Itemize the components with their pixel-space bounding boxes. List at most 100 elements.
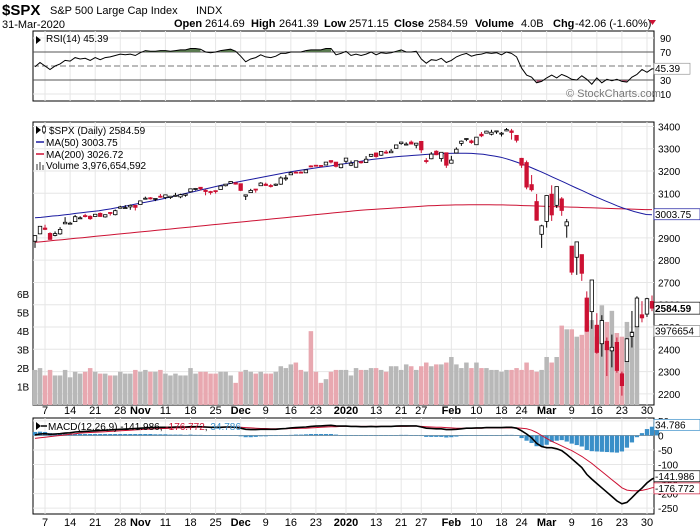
volume-bar (554, 357, 559, 405)
macd-tick-label: -50 (658, 446, 673, 457)
macd-hist-bar (72, 433, 78, 436)
candle (409, 140, 414, 145)
candle (404, 142, 409, 146)
macd-hist-bar (238, 435, 243, 437)
volume-bar (163, 373, 168, 405)
candle (72, 214, 78, 223)
candle (439, 151, 444, 162)
candle (218, 185, 223, 190)
candle (258, 182, 263, 187)
macd-legend-hist: 34.786 (210, 422, 241, 433)
volume-bar (584, 325, 590, 405)
volume-bar (504, 369, 509, 405)
candle (303, 169, 309, 174)
volume-bar (102, 373, 108, 405)
legend-ma200: MA(200) 3026.72 (46, 150, 124, 161)
volume-bar (363, 369, 369, 405)
candle (544, 195, 549, 228)
candle (228, 181, 233, 184)
candle (203, 189, 208, 196)
volume-bar (429, 366, 434, 405)
chart-date: 31-Mar-2020 (2, 19, 65, 31)
candle (584, 291, 589, 332)
volume-bar (624, 321, 630, 405)
legend-title: $SPX (Daily) 2584.59 (49, 126, 146, 137)
macd-hist-bar (143, 434, 148, 436)
macd-hist-bar (93, 434, 98, 436)
ma50-value-tag: 3003.75 (653, 208, 700, 221)
macd-legend-text: MACD(12,26,9) -141.986, -176.772, 34.786 (48, 422, 241, 433)
macd-hist-bar (504, 434, 509, 436)
macd-hist-bar (328, 434, 334, 436)
x-tick-label: 28 (114, 405, 126, 417)
macd-hist-bar (554, 435, 559, 441)
macd-hist-bar (318, 434, 324, 436)
volume-bar (459, 368, 464, 405)
volume-tick-label: 6B (17, 290, 30, 301)
volume-bar (424, 362, 429, 405)
macd-hist-bar (444, 435, 449, 438)
x-tick-label: 16 (285, 517, 297, 529)
candle (343, 157, 349, 164)
candle (123, 205, 128, 209)
x-tick-label: 30 (641, 517, 653, 529)
macd-hist-bar (559, 435, 564, 441)
macd-tick-label: -200 (658, 490, 678, 501)
price-tick-label: 2300 (658, 368, 681, 379)
x-tick-label: 27 (415, 517, 427, 529)
macd-hist-bar (178, 434, 183, 436)
candle (348, 160, 354, 167)
candle (644, 297, 650, 317)
macd-hist-bar (634, 435, 640, 438)
volume-bar (87, 368, 93, 405)
volume-label: Volume (475, 18, 514, 30)
volume-bar (113, 375, 118, 405)
x-tick-label: 21 (395, 517, 407, 529)
macd-hist-bar (348, 435, 354, 436)
candle (579, 254, 584, 281)
volume-bar (489, 369, 494, 405)
volume-bar (47, 369, 53, 405)
macd-hist-bar (278, 435, 283, 436)
macd-hist-bar (248, 435, 253, 438)
candle (609, 334, 615, 368)
candle (193, 187, 198, 191)
macd-hist-bar (323, 434, 329, 436)
open-value: 2614.69 (205, 18, 245, 30)
macd-hist-bar (123, 434, 128, 436)
macd-hist-bar (158, 434, 163, 436)
volume-bar (273, 371, 279, 405)
volume-bar (42, 375, 48, 405)
macd-hist-bar (223, 435, 228, 436)
volume-bar (228, 375, 233, 405)
candle (444, 152, 449, 168)
volume-bar (378, 369, 384, 405)
macd-legend-signal: -176.772 (165, 422, 205, 433)
candle (639, 301, 645, 323)
candle (619, 371, 625, 396)
macd-hist-bar (499, 435, 504, 436)
candle (263, 182, 268, 186)
volume-tick-label: 5B (17, 309, 30, 320)
macd-hist-bar (469, 435, 474, 436)
volume-bar (439, 364, 444, 405)
candle (328, 160, 334, 164)
macd-hist-bar (494, 435, 499, 436)
volume-bar (138, 371, 143, 405)
macd-tag-text: -141.986 (655, 472, 695, 483)
volume-bar (418, 366, 424, 405)
volume-bar (193, 373, 198, 405)
legend-marker-icon (36, 126, 41, 134)
x-tick-label: 2020 (334, 405, 358, 417)
macd-hist-bar (539, 435, 544, 447)
candle (47, 232, 53, 240)
x-tick-label: 25 (209, 405, 221, 417)
candle (278, 176, 283, 185)
macd-hist-bar (619, 435, 625, 452)
volume-bar (52, 375, 58, 405)
x-tick-label: Mar (537, 405, 557, 417)
x-tick-label: 23 (310, 517, 322, 529)
candle (288, 171, 293, 176)
price-tick-label: 3100 (658, 189, 681, 200)
